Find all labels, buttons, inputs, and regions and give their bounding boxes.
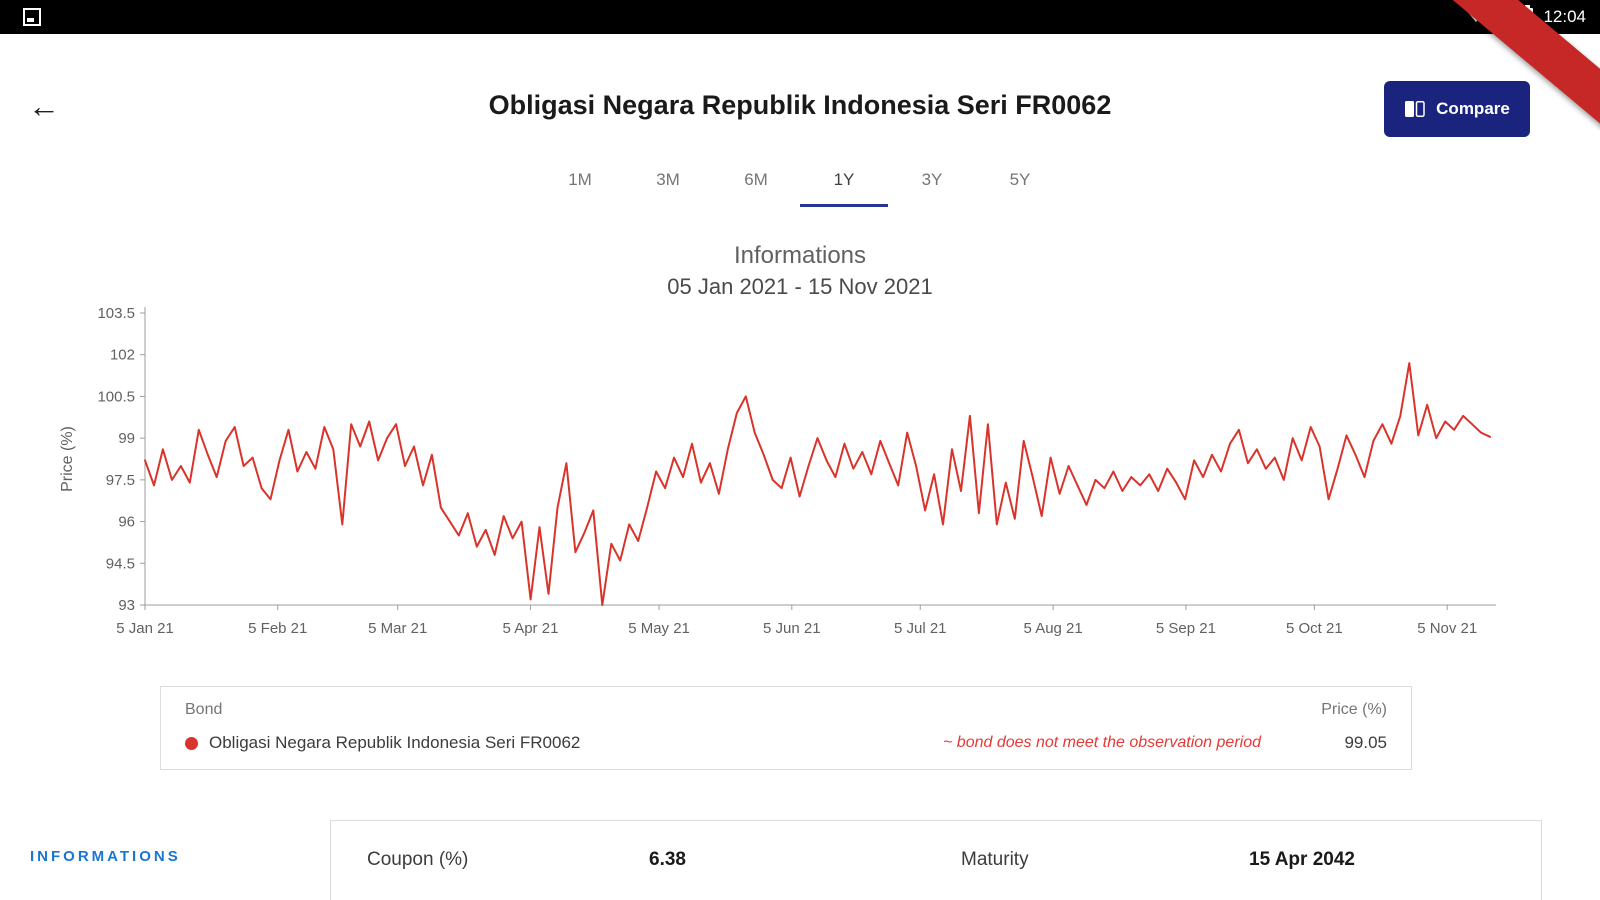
maturity-label: Maturity <box>961 849 1029 870</box>
tab-6m[interactable]: 6M <box>744 170 768 189</box>
signal-icon <box>1496 6 1512 28</box>
legend-price-header: Price (%) <box>1321 701 1387 718</box>
page-title: Obligasi Negara Republik Indonesia Seri … <box>488 90 1112 120</box>
legend-card: Bond Price (%) Obligasi Negara Republik … <box>160 686 1412 770</box>
tab-5y[interactable]: 5Y <box>1009 170 1031 189</box>
compare-icon <box>1405 101 1425 117</box>
y-tick-label: 100.5 <box>97 388 135 405</box>
x-tick-label: 5 Sep 21 <box>1156 620 1216 637</box>
bond-color-dot <box>185 736 198 750</box>
app-bar: ← Obligasi Negara Republik Indonesia Ser… <box>0 34 1600 144</box>
x-tick-label: 5 Mar 21 <box>368 620 427 637</box>
tab-3m[interactable]: 3M <box>656 170 680 189</box>
legend-note: ~ bond does not meet the observation per… <box>943 734 1261 751</box>
period-tabs: 1M 3M 6M 1Y 3Y 5Y <box>0 160 1600 207</box>
x-tick-label: 5 Jul 21 <box>894 620 947 637</box>
status-time: 12:04 <box>1543 7 1586 26</box>
x-tick-label: 5 Feb 21 <box>248 620 307 637</box>
legend-price-value: 99.05 <box>1344 733 1387 752</box>
y-tick-label: 103.5 <box>97 305 135 322</box>
x-tick-label: 5 Apr 21 <box>503 620 559 637</box>
y-tick-label: 96 <box>118 514 135 531</box>
x-tick-label: 5 Jan 21 <box>116 620 174 637</box>
maturity-value: 15 Apr 2042 <box>1249 849 1355 870</box>
compare-label: Compare <box>1436 99 1510 118</box>
chart-title: Informations <box>733 242 867 269</box>
y-tick-label: 97.5 <box>106 472 135 489</box>
y-tick-label: 102 <box>110 347 135 364</box>
x-tick-label: 5 Oct 21 <box>1286 620 1343 637</box>
legend-bond-name: Obligasi Negara Republik Indonesia Seri … <box>209 733 581 752</box>
status-bar: 12:04 <box>0 0 1600 34</box>
y-tick-label: 93 <box>118 597 135 614</box>
price-series-line <box>144 362 1491 606</box>
x-tick-label: 5 Aug 21 <box>1024 620 1083 637</box>
chart-subtitle: 05 Jan 2021 - 15 Nov 2021 <box>667 274 933 299</box>
y-tick-label: 99 <box>118 430 135 447</box>
informations-section-label[interactable]: INFORMATIONS <box>30 848 181 865</box>
y-tick-label: 94.5 <box>106 555 135 572</box>
y-axis-title: Price (%) <box>59 426 76 492</box>
info-table: Coupon (%) 6.38 Maturity 15 Apr 2042 <box>330 820 1542 900</box>
tab-3y[interactable]: 3Y <box>921 170 943 189</box>
tab-1m[interactable]: 1M <box>568 170 592 189</box>
compare-button[interactable]: Compare <box>1384 81 1530 137</box>
price-line-chart[interactable]: 103.5 102 100.5 99 97.5 96 94.5 93 5 Jan 21 5 Feb… <box>0 305 1540 650</box>
tab-1y[interactable]: 1Y <box>800 160 888 207</box>
x-tick-label: 5 Nov 21 <box>1417 620 1477 637</box>
legend-bond-header: Bond <box>185 701 223 718</box>
screenshot-icon <box>22 7 42 32</box>
wifi-icon <box>1466 6 1487 28</box>
x-tick-label: 5 May 21 <box>628 620 690 637</box>
battery-icon <box>1522 4 1534 30</box>
coupon-label: Coupon (%) <box>367 849 469 870</box>
back-button[interactable]: ← <box>28 88 60 124</box>
legend-row: Obligasi Negara Republik Indonesia Seri … <box>185 733 1387 753</box>
x-tick-label: 5 Jun 21 <box>763 620 821 637</box>
coupon-value: 6.38 <box>649 849 686 870</box>
